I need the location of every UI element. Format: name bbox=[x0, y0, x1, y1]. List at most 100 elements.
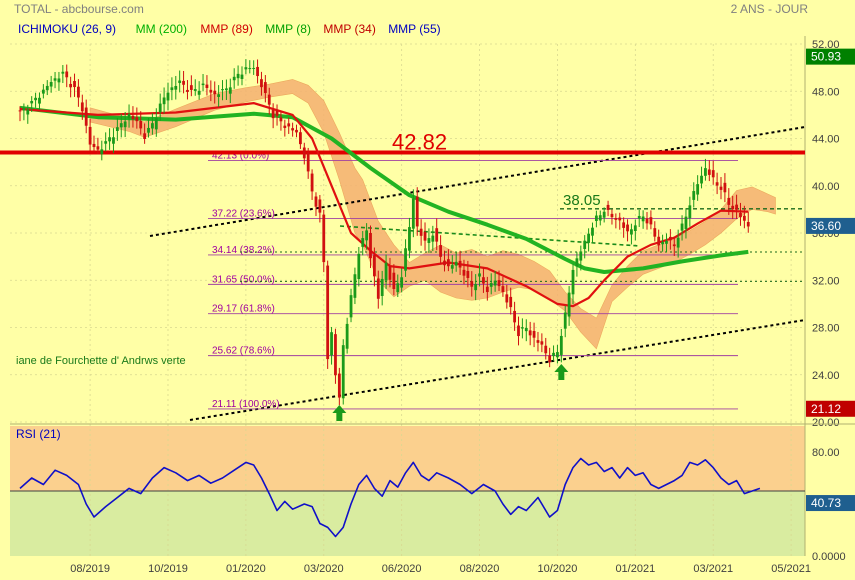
candle-body bbox=[65, 71, 69, 78]
candle-body bbox=[649, 217, 653, 225]
candle-body bbox=[361, 238, 365, 247]
candle-body bbox=[18, 110, 22, 112]
price-tag-label: 36.60 bbox=[811, 219, 841, 233]
candle-body bbox=[380, 278, 384, 297]
candle-body bbox=[279, 117, 283, 122]
candle-body bbox=[641, 216, 645, 222]
candle-body bbox=[57, 78, 61, 83]
fib-level-label: 37.22 (23.6%) bbox=[212, 209, 275, 220]
candle-body bbox=[119, 123, 123, 128]
candle-body bbox=[314, 196, 318, 207]
candle-body bbox=[135, 117, 139, 122]
candle-body bbox=[260, 79, 263, 88]
price-tag-label: 50.93 bbox=[811, 50, 841, 64]
candle-body bbox=[80, 102, 84, 112]
fork-annotation: iane de Fourchette d' Andrws verte bbox=[16, 355, 186, 367]
candle-body bbox=[248, 68, 252, 70]
price-tick-label: 28.00 bbox=[812, 323, 840, 335]
candle-body bbox=[115, 127, 119, 131]
time-tick-label: 06/2020 bbox=[382, 563, 422, 575]
mm200-line bbox=[19, 105, 749, 274]
candle-body bbox=[34, 97, 37, 101]
candle-body bbox=[446, 259, 450, 267]
candle-body bbox=[707, 169, 711, 175]
candle-body bbox=[349, 295, 353, 318]
candle-body bbox=[322, 214, 326, 263]
candle-body bbox=[287, 123, 291, 127]
candle-body bbox=[458, 260, 462, 268]
candle-body bbox=[742, 215, 746, 221]
candle-body bbox=[384, 262, 388, 281]
fork-lower-line bbox=[189, 319, 806, 421]
candle-body bbox=[598, 215, 602, 221]
price-tick-label: 24.00 bbox=[812, 370, 840, 382]
candle-body bbox=[283, 125, 287, 128]
candle-body bbox=[622, 222, 626, 228]
candle-body bbox=[439, 245, 443, 257]
fib-level-label: 21.11 (100.0%) bbox=[212, 399, 280, 410]
fib-level-label: 34.14 (38.2%) bbox=[212, 245, 275, 256]
candle-body bbox=[236, 73, 240, 79]
candle-body bbox=[556, 352, 559, 358]
period-label: 2 ANS - JOUR bbox=[731, 2, 809, 16]
candle-body bbox=[240, 74, 244, 79]
candle-body bbox=[509, 296, 513, 308]
rsi-tick-label: 0.0000 bbox=[812, 551, 846, 563]
candle-body bbox=[501, 286, 505, 293]
candle-body bbox=[520, 327, 524, 329]
candle-body bbox=[334, 334, 337, 376]
candle-body bbox=[524, 327, 528, 332]
candle-body bbox=[614, 218, 618, 220]
candle-body bbox=[746, 222, 750, 227]
legend-entry: MMP (89) bbox=[200, 22, 252, 36]
rsi-lower-zone bbox=[10, 491, 805, 556]
candle-body bbox=[696, 184, 700, 195]
candle-body bbox=[170, 87, 174, 91]
candle-body bbox=[493, 280, 497, 286]
candle-body bbox=[672, 244, 676, 247]
candle-body bbox=[474, 284, 478, 291]
candle-body bbox=[341, 345, 345, 399]
time-tick-label: 08/2020 bbox=[460, 563, 500, 575]
candle-body bbox=[719, 186, 723, 190]
candle-body bbox=[540, 341, 544, 345]
price-tag bbox=[806, 48, 855, 65]
candle-body bbox=[544, 345, 548, 354]
candle-body bbox=[431, 235, 435, 242]
time-tick-label: 01/2020 bbox=[226, 563, 266, 575]
candle-body bbox=[271, 109, 275, 119]
price-tick-label: 44.00 bbox=[812, 134, 840, 146]
candle-body bbox=[513, 310, 516, 323]
candle-body bbox=[626, 224, 629, 232]
candle-body bbox=[299, 132, 302, 145]
rsi-tag bbox=[806, 495, 855, 512]
candle-body bbox=[723, 182, 727, 193]
candle-body bbox=[189, 85, 193, 90]
candle-body bbox=[318, 199, 322, 213]
candle-body bbox=[505, 294, 509, 303]
candle-body bbox=[676, 237, 680, 248]
candle-body bbox=[88, 126, 92, 145]
legend-entry: MM (200) bbox=[136, 22, 187, 36]
candle-body bbox=[186, 89, 189, 92]
fork-upper-line bbox=[149, 126, 806, 237]
candle-body bbox=[427, 238, 431, 243]
candle-body bbox=[369, 232, 372, 259]
candle-body bbox=[684, 216, 688, 230]
price-tag bbox=[806, 217, 855, 234]
candle-body bbox=[727, 197, 731, 205]
candle-body bbox=[193, 89, 197, 91]
fib-level-label: 42.13 (0.0%) bbox=[212, 151, 269, 162]
time-tick-label: 03/2021 bbox=[693, 563, 733, 575]
candle-body bbox=[38, 97, 41, 104]
candle-body bbox=[217, 94, 221, 97]
time-tick-label: 08/2019 bbox=[70, 563, 110, 575]
candle-body bbox=[357, 253, 361, 280]
candle-body bbox=[478, 273, 481, 277]
candle-body bbox=[392, 272, 396, 290]
candle-body bbox=[228, 87, 232, 94]
candle-body bbox=[151, 123, 154, 129]
candle-body bbox=[692, 191, 696, 200]
candle-body bbox=[166, 92, 170, 101]
